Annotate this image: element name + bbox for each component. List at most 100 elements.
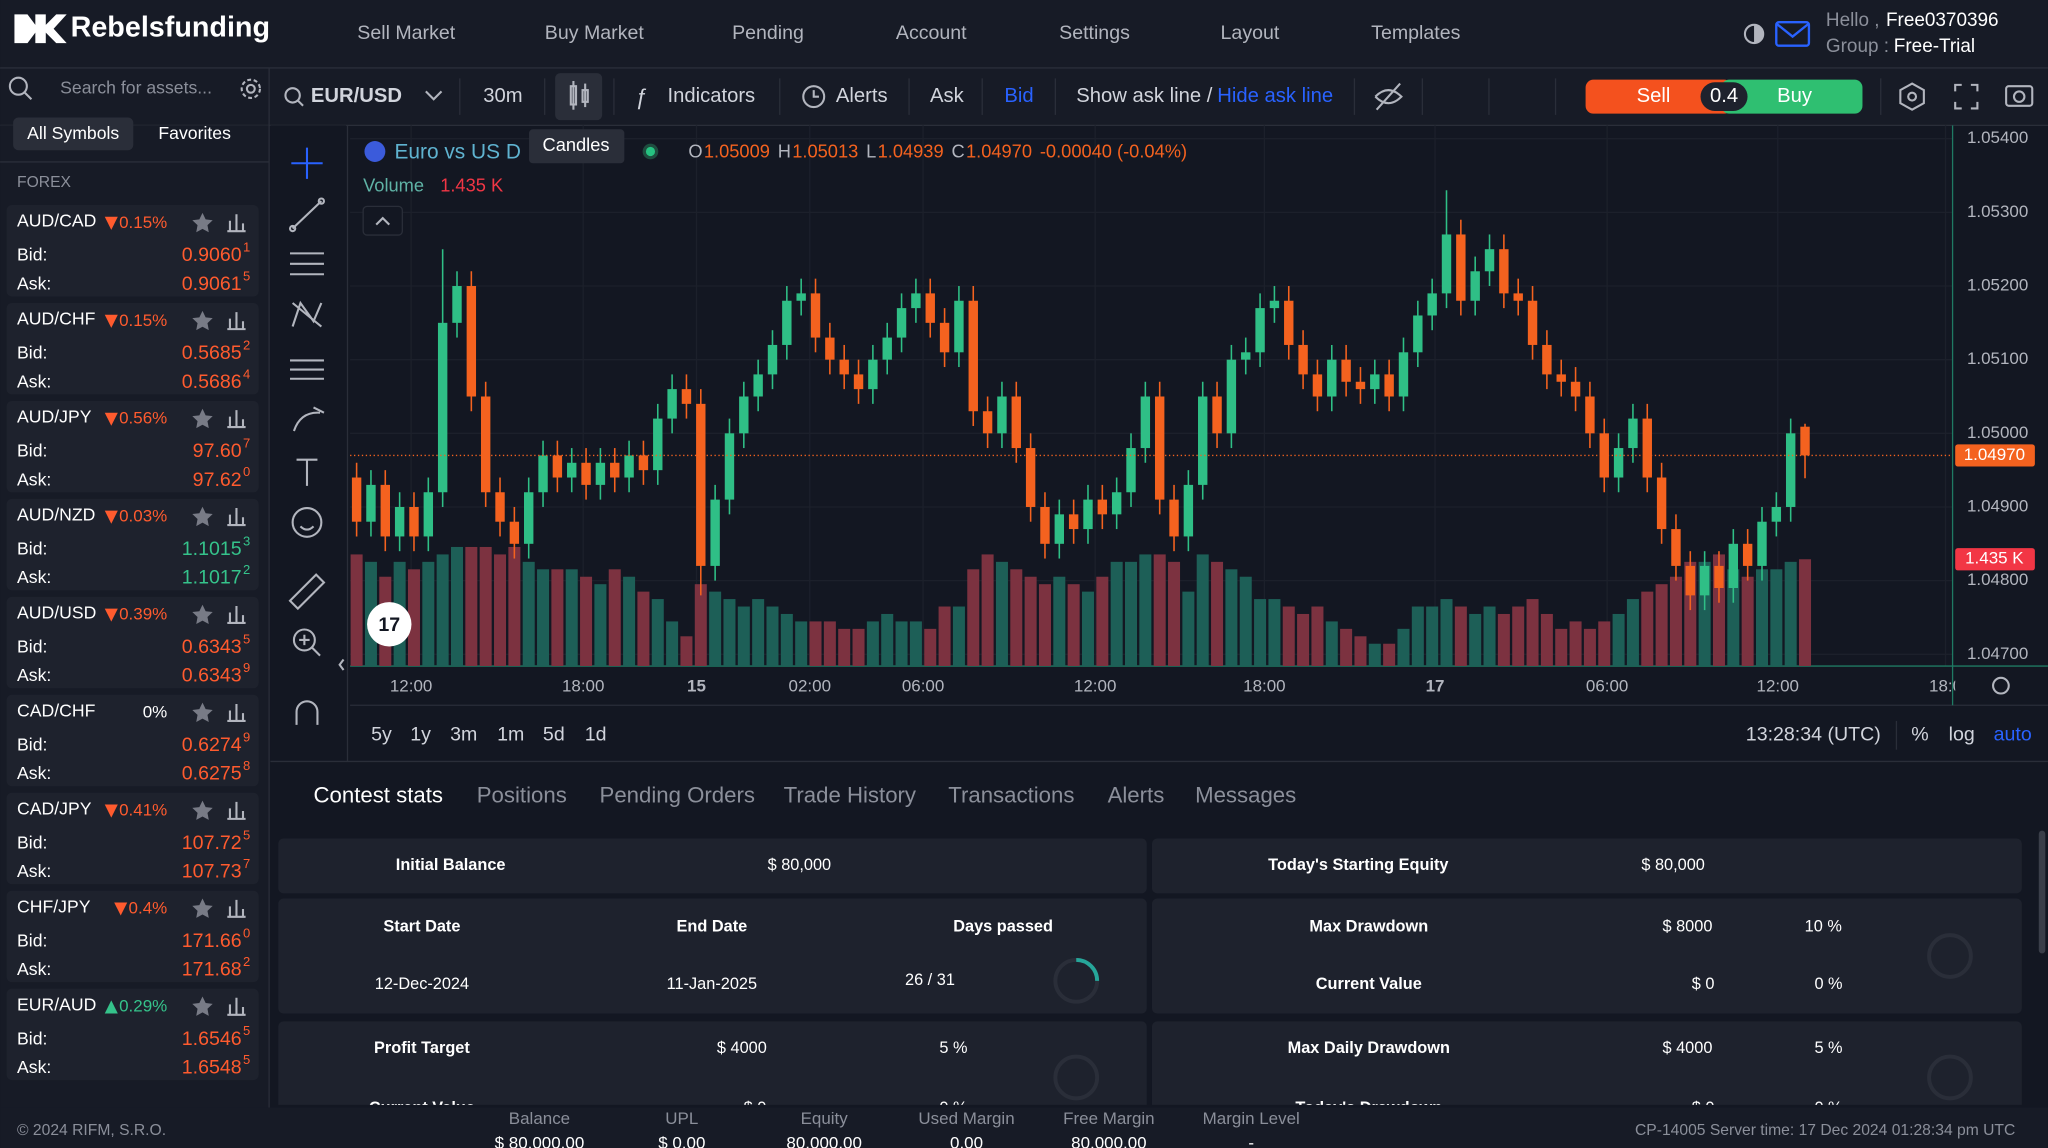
panel-tab[interactable]: Trade History — [784, 783, 917, 808]
tab-all-symbols[interactable] — [13, 117, 134, 151]
chart-icon[interactable] — [227, 508, 246, 527]
favorite-star[interactable] — [192, 506, 213, 527]
collapse-legend[interactable] — [362, 205, 403, 236]
range-button[interactable]: 1m — [497, 723, 524, 745]
panel-tab[interactable]: Transactions — [948, 783, 1074, 808]
range-button[interactable]: 1y — [410, 723, 431, 745]
chart-icon[interactable] — [227, 312, 246, 331]
bid-button[interactable]: Bid — [1004, 85, 1033, 107]
chart-icon[interactable] — [227, 410, 246, 429]
ohlc-value: 1.05013 — [792, 141, 858, 162]
panel-tab[interactable]: Messages — [1195, 783, 1296, 808]
candle-body — [1269, 300, 1280, 309]
symbol-change: 0.4% — [129, 898, 168, 917]
nav-item[interactable]: Pending — [732, 22, 804, 44]
chart-settings-icon[interactable] — [1899, 82, 1925, 111]
fullscreen-icon[interactable] — [1954, 83, 1979, 110]
settings-icon[interactable] — [240, 78, 262, 99]
symbol-card[interactable] — [6, 302, 259, 395]
range-button[interactable]: 1d — [585, 723, 607, 745]
panel-tab[interactable]: Positions — [477, 783, 567, 808]
nav-item[interactable]: Buy Market — [545, 22, 645, 44]
hide-icon[interactable] — [1374, 82, 1403, 111]
favorite-star[interactable] — [192, 212, 213, 233]
time-tick-label: 06:00 — [1586, 676, 1628, 695]
volume-bar — [1755, 569, 1769, 667]
chart-icon[interactable] — [227, 214, 246, 233]
chart-icon[interactable] — [227, 605, 246, 625]
candle-body — [437, 322, 448, 493]
symbol-name: AUD/JPY — [17, 407, 92, 427]
bid-price: 0.9060 — [182, 244, 242, 266]
nav-item[interactable]: Settings — [1059, 22, 1130, 44]
percent-toggle[interactable]: % — [1911, 723, 1928, 745]
nav-item[interactable]: Templates — [1371, 22, 1460, 44]
ask-button[interactable]: Ask — [930, 85, 965, 107]
alerts-button[interactable]: Alerts — [836, 85, 888, 107]
stat-label: Today's Starting Equity — [1268, 856, 1448, 874]
show-ask-line[interactable]: Show ask line / — [1076, 85, 1212, 107]
favorite-star[interactable] — [192, 310, 213, 331]
chart-icon[interactable] — [227, 801, 246, 820]
favorite-star[interactable] — [192, 604, 213, 625]
scrollbar[interactable] — [2038, 830, 2046, 954]
chart-icon[interactable] — [227, 997, 246, 1016]
volume-bar — [594, 584, 607, 667]
buy-button[interactable] — [1721, 79, 1863, 114]
drawing-tools[interactable] — [288, 147, 326, 725]
panel-tab[interactable]: Alerts — [1108, 783, 1165, 808]
symbol[interactable]: EUR/USD — [311, 85, 402, 107]
symbol-chevron[interactable] — [425, 90, 443, 101]
candle-body — [1785, 433, 1796, 507]
favorite-star[interactable] — [192, 408, 213, 429]
sell-label: Sell — [1637, 85, 1671, 107]
favorite-star[interactable] — [192, 800, 213, 820]
symbol-card[interactable] — [6, 988, 259, 1081]
screenshot-icon[interactable] — [2005, 85, 2034, 107]
candle-body — [581, 462, 591, 485]
favorite-star[interactable] — [192, 898, 213, 918]
candle-body — [1312, 374, 1323, 397]
candle-body — [552, 455, 563, 478]
panel-tab[interactable]: Contest stats — [314, 783, 444, 808]
stat-value: $ 4000 — [717, 1039, 767, 1057]
nav-item[interactable]: Account — [896, 22, 967, 44]
search-input[interactable]: Search for assets... — [60, 77, 212, 97]
chart-icon[interactable] — [227, 899, 246, 918]
candle-body — [882, 337, 892, 360]
range-button[interactable]: 5y — [371, 723, 392, 745]
chart-icon[interactable] — [227, 703, 246, 722]
collapse-arrow[interactable] — [338, 658, 345, 671]
favorite-star[interactable] — [192, 996, 213, 1016]
volume-bar — [1383, 643, 1396, 667]
symbol-card[interactable] — [6, 596, 259, 689]
sell-button[interactable] — [1585, 79, 1732, 114]
interval[interactable]: 30m — [483, 85, 522, 107]
range-button[interactable]: 5d — [543, 723, 565, 745]
panel-tab[interactable]: Pending Orders — [600, 783, 755, 808]
nav-item[interactable]: Sell Market — [357, 22, 455, 44]
favorite-star[interactable] — [192, 702, 213, 722]
symbol-card[interactable] — [6, 890, 259, 983]
chart-type-button[interactable] — [555, 73, 603, 121]
symbol-card[interactable] — [6, 205, 259, 297]
mail-icon[interactable] — [1775, 21, 1811, 47]
symbol-card[interactable] — [6, 498, 259, 591]
brand: Rebelsfunding — [71, 11, 270, 43]
ohlc-key: C — [951, 141, 964, 162]
indicators-button[interactable]: Indicators — [667, 85, 755, 107]
legend-name: Euro vs US D — [394, 140, 520, 163]
range-button[interactable]: 3m — [450, 723, 477, 745]
symbol-card[interactable] — [6, 400, 259, 493]
auto-toggle[interactable]: auto — [1994, 723, 2032, 745]
nav-item[interactable]: Layout — [1221, 22, 1280, 44]
axis-settings-icon[interactable] — [1992, 676, 2010, 695]
candle-body — [724, 433, 735, 500]
symbol-card[interactable] — [6, 792, 259, 885]
sidebar-tab[interactable]: Favorites — [158, 123, 231, 143]
log-toggle[interactable]: log — [1949, 723, 1975, 745]
symbol-card[interactable] — [6, 694, 259, 787]
tv-logo[interactable] — [367, 602, 412, 647]
hide-ask-line[interactable]: Hide ask line — [1217, 85, 1333, 107]
symbol-change: 0.56% — [119, 409, 167, 428]
